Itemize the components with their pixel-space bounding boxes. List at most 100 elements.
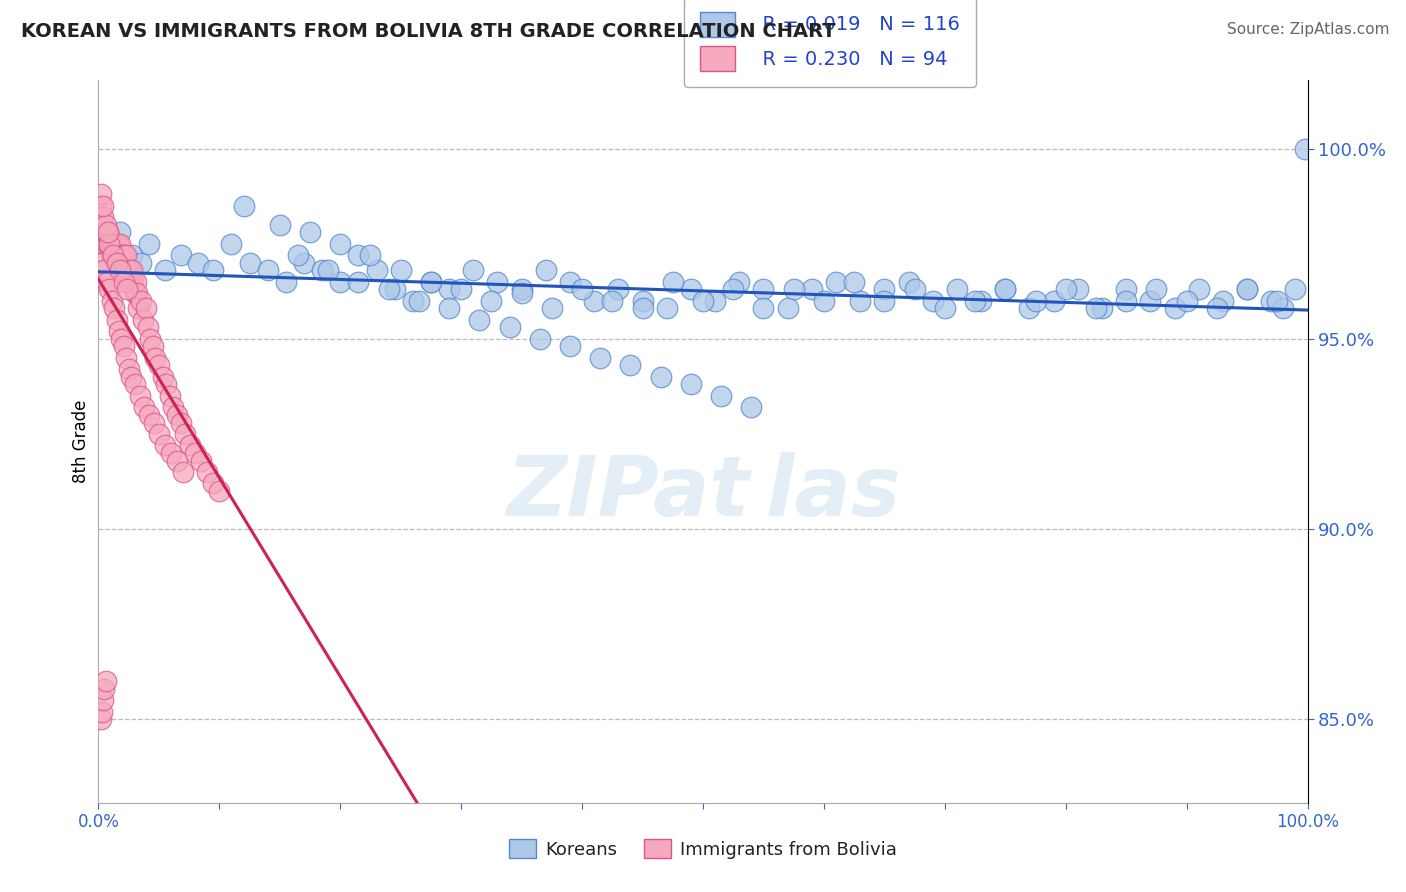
Point xyxy=(1236,282,1258,296)
Point xyxy=(752,282,775,296)
Point xyxy=(360,248,382,262)
Point xyxy=(117,263,139,277)
Point xyxy=(93,236,115,251)
Point xyxy=(782,282,804,296)
Point xyxy=(299,226,322,240)
Point xyxy=(179,438,201,452)
Point xyxy=(112,275,135,289)
Point xyxy=(108,226,131,240)
Point xyxy=(120,370,142,384)
Point xyxy=(112,248,135,262)
Point xyxy=(112,339,135,353)
Point xyxy=(174,426,197,441)
Point xyxy=(1139,293,1161,308)
Point xyxy=(98,236,121,251)
Point xyxy=(153,438,176,452)
Point xyxy=(710,389,733,403)
Point xyxy=(103,301,125,316)
Point xyxy=(463,263,485,277)
Point xyxy=(118,263,141,277)
Point xyxy=(571,282,593,296)
Point xyxy=(129,293,152,308)
Point xyxy=(134,401,156,415)
Point xyxy=(934,301,956,316)
Point xyxy=(208,483,231,498)
Point xyxy=(132,313,155,327)
Point xyxy=(100,236,122,251)
Point xyxy=(91,693,114,707)
Point xyxy=(136,320,159,334)
Point xyxy=(420,275,443,289)
Point xyxy=(692,293,714,308)
Point xyxy=(104,236,127,251)
Point xyxy=(1042,293,1064,308)
Point xyxy=(994,282,1017,296)
Point xyxy=(873,282,896,296)
Point xyxy=(90,226,112,240)
Point xyxy=(800,282,823,296)
Point xyxy=(100,293,122,308)
Point xyxy=(377,282,399,296)
Point xyxy=(152,370,174,384)
Point xyxy=(118,362,141,376)
Point xyxy=(187,256,209,270)
Point xyxy=(166,453,188,467)
Point xyxy=(139,332,162,346)
Point xyxy=(111,263,134,277)
Point xyxy=(135,301,157,316)
Point xyxy=(117,282,139,296)
Point xyxy=(94,218,117,232)
Point xyxy=(631,293,654,308)
Point xyxy=(1018,301,1040,316)
Point xyxy=(529,332,551,346)
Point xyxy=(704,293,727,308)
Point xyxy=(287,248,309,262)
Point xyxy=(91,210,114,224)
Point xyxy=(93,263,115,277)
Point xyxy=(274,275,297,289)
Point xyxy=(97,226,120,240)
Point xyxy=(155,377,177,392)
Point xyxy=(408,293,430,308)
Point xyxy=(90,712,112,726)
Point xyxy=(849,293,872,308)
Point xyxy=(108,248,131,262)
Point xyxy=(202,476,225,491)
Point xyxy=(311,263,333,277)
Point xyxy=(347,275,370,289)
Point xyxy=(1085,301,1108,316)
Point xyxy=(679,282,702,296)
Point xyxy=(1024,293,1046,308)
Point xyxy=(965,293,987,308)
Legend: Koreans, Immigrants from Bolivia: Koreans, Immigrants from Bolivia xyxy=(502,832,904,866)
Point xyxy=(1272,301,1295,316)
Text: ZIPat las: ZIPat las xyxy=(506,451,900,533)
Point xyxy=(728,275,751,289)
Point xyxy=(1188,282,1211,296)
Y-axis label: 8th Grade: 8th Grade xyxy=(72,400,90,483)
Point xyxy=(607,282,630,296)
Point xyxy=(108,324,131,338)
Point xyxy=(98,282,121,296)
Point xyxy=(127,301,149,316)
Point xyxy=(115,351,138,365)
Point xyxy=(329,236,352,251)
Point xyxy=(904,282,927,296)
Point xyxy=(1054,282,1077,296)
Point xyxy=(498,320,520,334)
Point xyxy=(110,248,132,262)
Point xyxy=(437,282,460,296)
Point xyxy=(91,256,114,270)
Point xyxy=(121,263,143,277)
Point xyxy=(142,339,165,353)
Point xyxy=(107,236,129,251)
Point xyxy=(1236,282,1258,296)
Point xyxy=(661,275,683,289)
Point xyxy=(91,199,114,213)
Point xyxy=(101,236,124,251)
Point xyxy=(124,286,146,301)
Point xyxy=(128,389,150,403)
Point xyxy=(1206,301,1229,316)
Point xyxy=(93,236,115,251)
Point xyxy=(124,377,146,392)
